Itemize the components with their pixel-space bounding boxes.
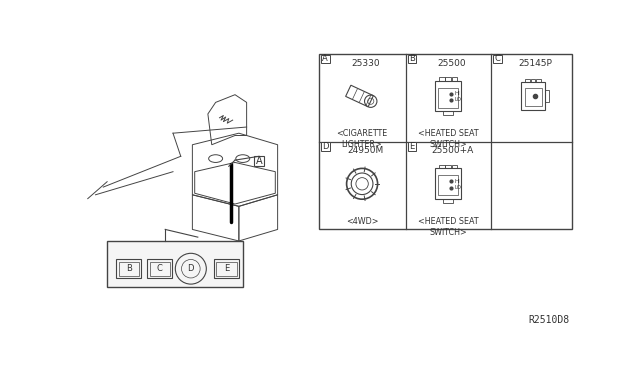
Bar bbox=[444, 112, 452, 115]
Bar bbox=[452, 77, 457, 81]
Text: 25500+A: 25500+A bbox=[431, 146, 473, 155]
Text: 25145P: 25145P bbox=[518, 58, 552, 67]
Text: E: E bbox=[224, 264, 229, 273]
Bar bbox=[321, 142, 330, 151]
Text: D: D bbox=[322, 142, 328, 151]
Bar bbox=[216, 262, 237, 276]
Text: 25500: 25500 bbox=[438, 58, 467, 67]
Bar bbox=[147, 260, 172, 278]
Text: B: B bbox=[126, 264, 132, 273]
Text: <HEATED SEAT
SWITCH>: <HEATED SEAT SWITCH> bbox=[418, 129, 479, 150]
Bar bbox=[545, 90, 548, 102]
Bar bbox=[319, 54, 572, 230]
Text: A: A bbox=[256, 156, 262, 166]
Bar bbox=[531, 79, 536, 82]
Bar bbox=[452, 164, 457, 169]
Bar bbox=[439, 77, 445, 81]
Bar bbox=[150, 262, 170, 276]
Text: HI: HI bbox=[454, 91, 460, 96]
Text: LO: LO bbox=[454, 97, 461, 102]
Bar bbox=[522, 82, 545, 110]
Text: 24950M: 24950M bbox=[348, 146, 384, 155]
Text: HI: HI bbox=[454, 179, 460, 184]
Bar bbox=[435, 81, 461, 112]
Bar bbox=[525, 88, 541, 106]
Bar bbox=[438, 175, 458, 195]
Text: LO: LO bbox=[454, 185, 461, 190]
Bar bbox=[525, 79, 530, 82]
Text: <CIGARETTE
LIGHTER>: <CIGARETTE LIGHTER> bbox=[337, 129, 388, 150]
Bar bbox=[536, 79, 541, 82]
Text: <4WD>: <4WD> bbox=[346, 217, 378, 226]
Text: C: C bbox=[157, 264, 163, 273]
Bar bbox=[107, 241, 243, 287]
Text: 25330: 25330 bbox=[351, 58, 380, 67]
Text: <HEATED SEAT
SWITCH>: <HEATED SEAT SWITCH> bbox=[418, 217, 479, 237]
Bar bbox=[445, 164, 451, 169]
Text: R2510D8: R2510D8 bbox=[529, 315, 570, 325]
Bar bbox=[408, 55, 417, 63]
Text: C: C bbox=[495, 54, 500, 63]
Bar bbox=[439, 164, 445, 169]
Bar bbox=[408, 142, 417, 151]
Bar bbox=[321, 55, 330, 63]
Text: D: D bbox=[188, 264, 194, 273]
Text: E: E bbox=[410, 142, 415, 151]
Bar bbox=[435, 169, 461, 199]
Bar bbox=[445, 77, 451, 81]
Bar bbox=[119, 262, 139, 276]
Bar bbox=[214, 260, 239, 278]
Bar bbox=[493, 55, 502, 63]
Bar bbox=[438, 87, 458, 108]
Text: A: A bbox=[323, 54, 328, 63]
Bar bbox=[116, 260, 141, 278]
Bar bbox=[444, 199, 452, 203]
Bar bbox=[254, 156, 264, 166]
Text: B: B bbox=[409, 54, 415, 63]
